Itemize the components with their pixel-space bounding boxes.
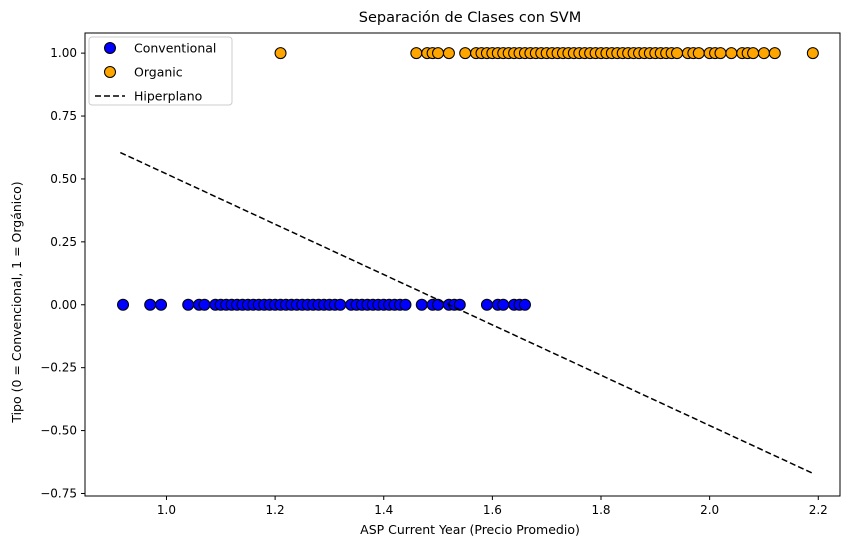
conventional-point [518, 298, 531, 311]
x-tick-label: 2.2 [809, 503, 828, 517]
legend-marker-organic [104, 66, 116, 78]
y-axis: −0.75 −0.50 −0.25 0.00 0.25 0.50 0.75 1.00 [40, 46, 85, 500]
organic-point [747, 47, 760, 60]
y-tick-label: −0.50 [40, 424, 77, 438]
x-tick-label: 2.0 [700, 503, 719, 517]
y-tick-label: 0.25 [50, 235, 77, 249]
legend-marker-conventional [104, 42, 116, 54]
plot-frame [84, 32, 841, 497]
organic-point [459, 47, 472, 60]
y-tick-label: 0.50 [50, 172, 77, 186]
conventional-point [497, 298, 510, 311]
chart-title: Separación de Clases con SVM [359, 10, 581, 26]
y-tick-label: −0.75 [40, 486, 77, 500]
y-tick-label: 1.00 [50, 46, 77, 60]
legend: Conventional Organic Hiperplano [88, 36, 233, 106]
conventional-point [198, 298, 211, 311]
organic-point [442, 47, 455, 60]
conventional-point [117, 298, 130, 311]
organic-point [757, 47, 770, 60]
y-tick-label: 0.00 [50, 298, 77, 312]
legend-label-conventional: Conventional [134, 41, 216, 56]
y-axis-title: Tipo (0 = Convencional, 1 = Orgánico) [9, 181, 24, 423]
organic-point [806, 47, 819, 60]
organic-point [274, 47, 287, 60]
hyperplane-line [119, 151, 814, 475]
conventional-point [155, 298, 168, 311]
conventional-point [399, 298, 412, 311]
x-tick-label: 1.2 [266, 503, 285, 517]
plot-area: 1.0 1.2 1.4 1.6 1.8 2.0 2.2 −0.75 −0.50 −0.25 0.0… [40, 32, 841, 517]
organic-point [692, 47, 705, 60]
y-tick-label: 0.75 [50, 109, 77, 123]
x-tick-label: 1.4 [374, 503, 393, 517]
legend-label-organic: Organic [134, 65, 183, 80]
y-tick-label: −0.25 [40, 361, 77, 375]
legend-frame [88, 36, 233, 106]
organic-point [714, 47, 727, 60]
x-axis-title: ASP Current Year (Precio Promedio) [360, 522, 580, 537]
x-tick-label: 1.0 [157, 503, 176, 517]
conventional-point [182, 298, 195, 311]
conventional-point [144, 298, 157, 311]
x-axis: 1.0 1.2 1.4 1.6 1.8 2.0 2.2 [157, 496, 828, 517]
conventional-point [415, 298, 428, 311]
organic-point [410, 47, 423, 60]
organic-point [768, 47, 781, 60]
x-tick-label: 1.6 [483, 503, 502, 517]
conventional-point [480, 298, 493, 311]
conventional-point [334, 298, 347, 311]
organic-point [725, 47, 738, 60]
x-tick-label: 1.8 [591, 503, 610, 517]
organic-point [671, 47, 684, 60]
organic-point [432, 47, 445, 60]
legend-label-hyperplane: Hiperplano [134, 89, 202, 104]
